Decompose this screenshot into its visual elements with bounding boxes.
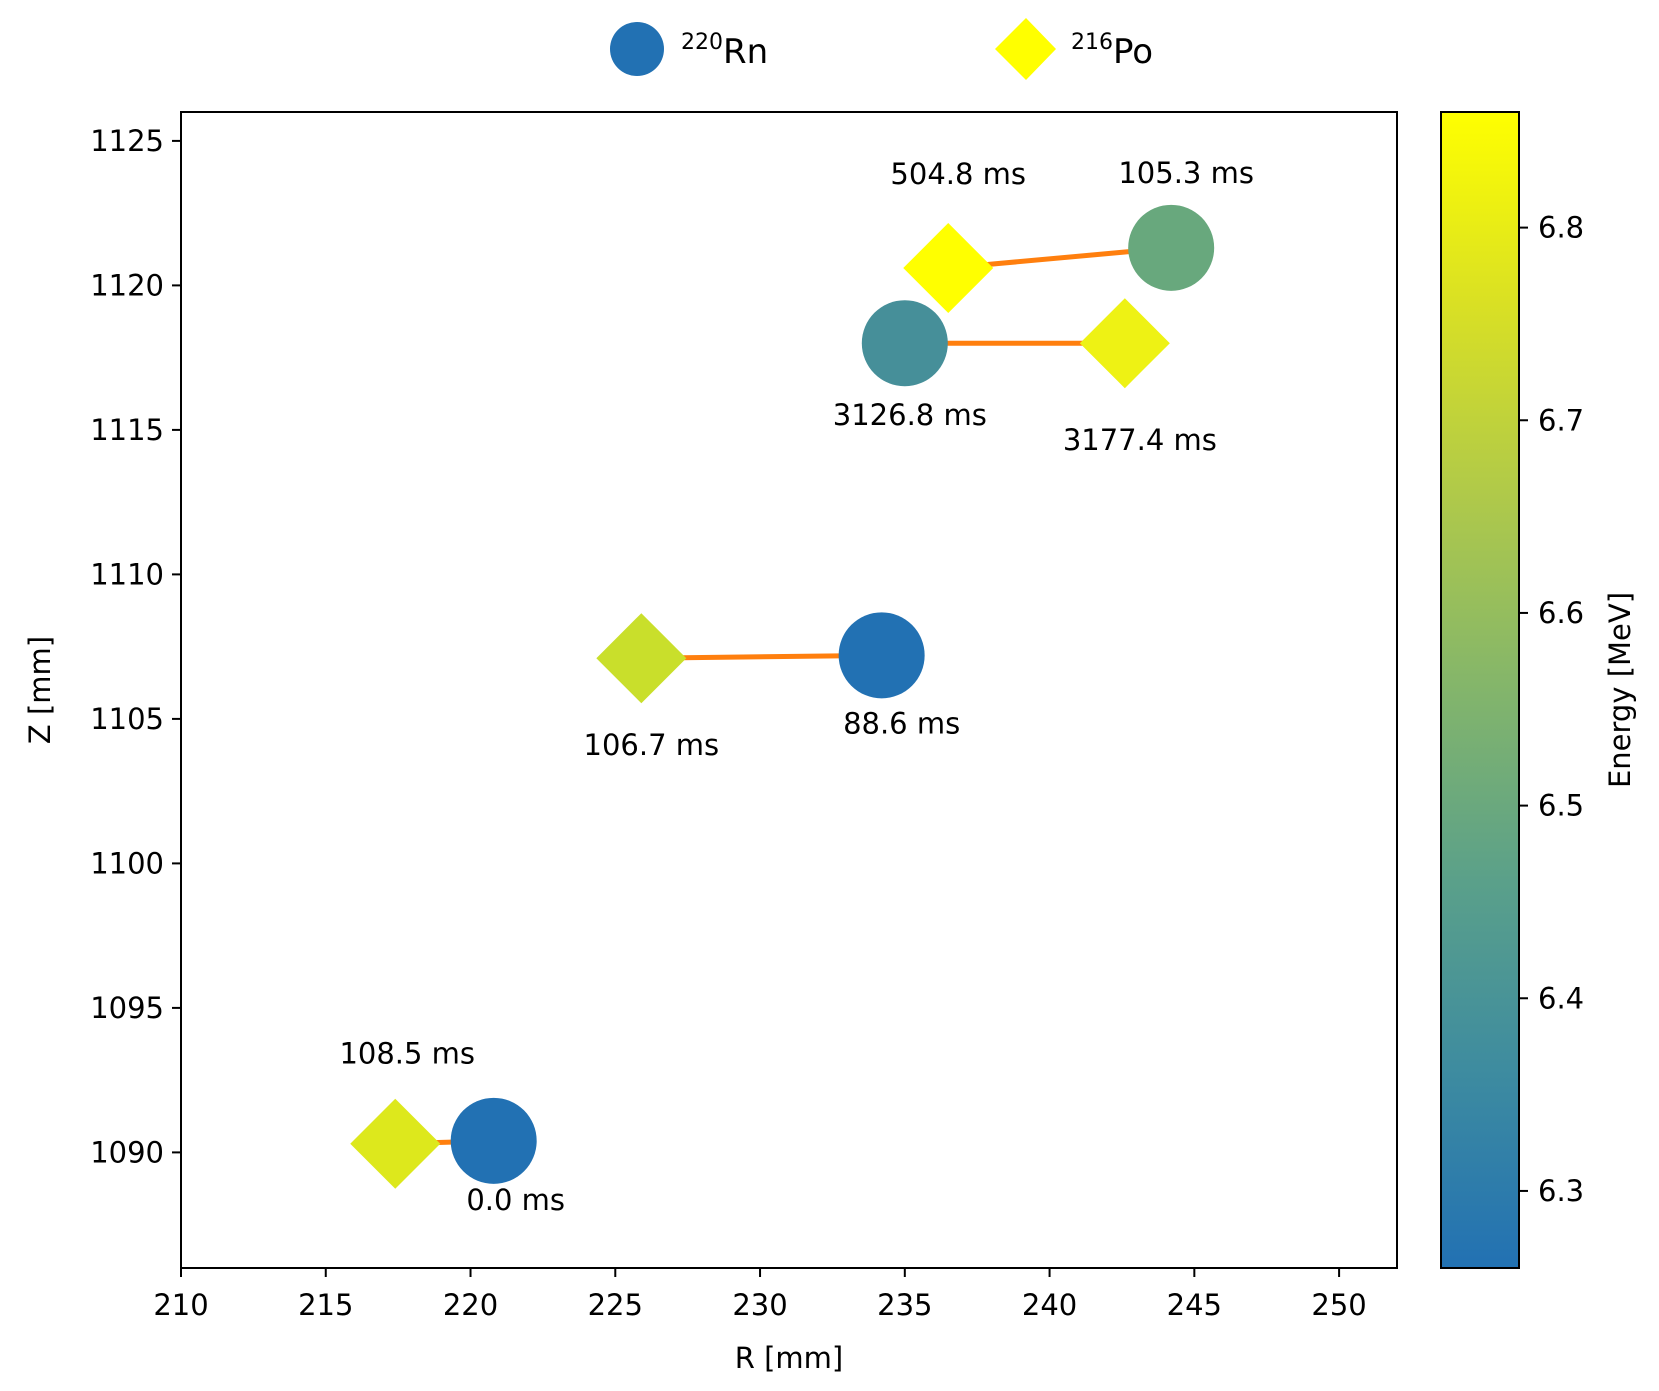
- y-tick-label: 1095: [90, 991, 164, 1025]
- rn-marker: [450, 1097, 537, 1184]
- time-label: 108.5 ms: [339, 1037, 475, 1071]
- x-tick-label: 215: [298, 1288, 353, 1322]
- time-label: 88.6 ms: [843, 706, 960, 740]
- time-label: 3177.4 ms: [1063, 423, 1217, 457]
- po-marker: [350, 1098, 441, 1189]
- x-tick-label: 230: [732, 1288, 787, 1322]
- y-tick-label: 1100: [90, 846, 164, 880]
- rn-marker: [861, 300, 948, 387]
- x-tick-label: 220: [443, 1288, 498, 1322]
- rn-marker: [1128, 204, 1215, 291]
- po-marker: [596, 613, 687, 704]
- colorbar-tick-label: 6.7: [1538, 403, 1584, 437]
- x-tick-label: 245: [1167, 1288, 1222, 1322]
- x-tick-label: 250: [1311, 1288, 1366, 1322]
- legend-po-label: 216Po: [1071, 30, 1153, 72]
- rn-marker: [838, 612, 925, 699]
- x-axis: 210 215 220 225 230 235 240 245 250: [153, 1268, 1367, 1322]
- time-label: 504.8 ms: [890, 157, 1026, 191]
- colorbar-tick-label: 6.3: [1538, 1174, 1584, 1208]
- y-tick-label: 1105: [90, 702, 164, 736]
- legend-rn-marker: [610, 22, 664, 76]
- time-label: 3126.8 ms: [833, 398, 987, 432]
- y-axis-label: Z [mm]: [23, 636, 57, 744]
- x-axis-label: R [mm]: [735, 1341, 844, 1375]
- time-label: 0.0 ms: [466, 1183, 565, 1217]
- colorbar-tick-label: 6.4: [1538, 981, 1584, 1015]
- y-tick-label: 1125: [90, 124, 164, 158]
- colorbar-label: Energy [MeV]: [1603, 592, 1637, 788]
- y-tick-label: 1090: [90, 1135, 164, 1169]
- x-tick-label: 235: [877, 1288, 932, 1322]
- legend: 220Rn 216Po: [610, 18, 1153, 80]
- markers-layer: [350, 204, 1215, 1189]
- legend-po-marker: [995, 18, 1056, 80]
- plot-area: [181, 112, 1397, 1268]
- colorbar-axis: 6.3 6.4 6.5 6.6 6.7 6.8: [1519, 211, 1584, 1208]
- time-label: 106.7 ms: [584, 728, 720, 762]
- x-tick-label: 210: [153, 1288, 208, 1322]
- y-tick-label: 1110: [90, 557, 164, 591]
- x-tick-label: 240: [1022, 1288, 1077, 1322]
- po-marker: [1079, 298, 1170, 389]
- plot-frame: [180, 111, 1398, 1269]
- time-label: 105.3 ms: [1118, 156, 1254, 190]
- colorbar: [1440, 111, 1520, 1269]
- y-tick-label: 1120: [90, 268, 164, 302]
- po-marker: [903, 223, 994, 314]
- y-axis: 1090 1095 1100 1105 1110 1115 1120 1125: [90, 124, 181, 1169]
- legend-rn-label: 220Rn: [681, 30, 768, 72]
- y-tick-label: 1115: [90, 413, 164, 447]
- colorbar-tick-label: 6.5: [1538, 789, 1584, 823]
- x-tick-label: 225: [588, 1288, 643, 1322]
- colorbar-tick-label: 6.8: [1538, 211, 1584, 245]
- point-labels-layer: 0.0 ms 88.6 ms 3126.8 ms 105.3 ms 108.5 ms 10…: [339, 156, 1254, 1217]
- colorbar-tick-label: 6.6: [1538, 596, 1584, 630]
